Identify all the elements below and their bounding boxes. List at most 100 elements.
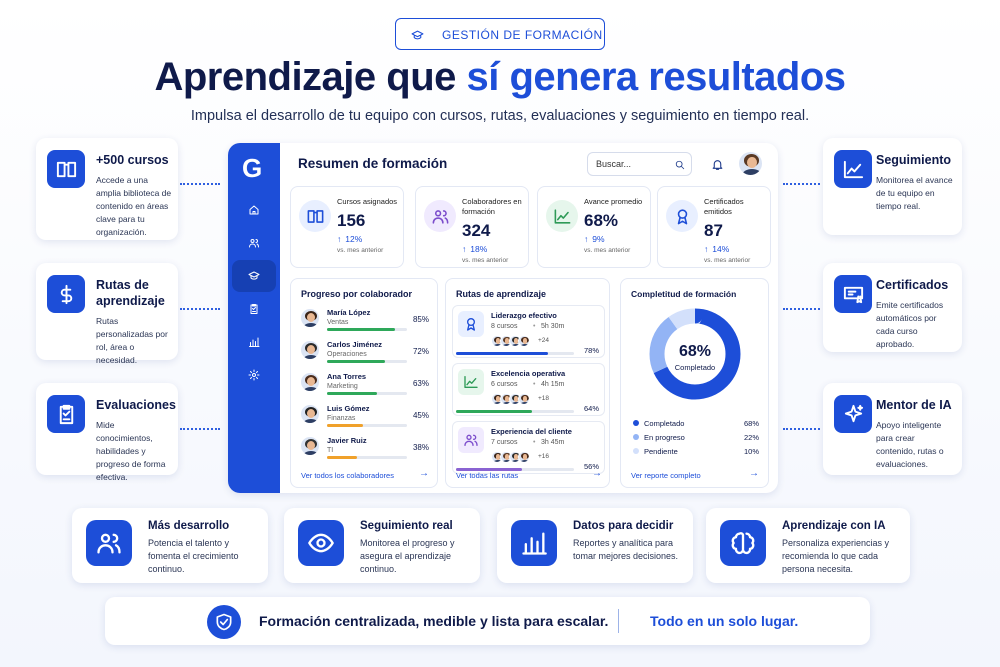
person-percent: 85%: [412, 315, 429, 324]
stat-change-value: 12%: [345, 234, 363, 244]
benefit-card: Aprendizaje con IA Personaliza experienci…: [706, 508, 910, 583]
connector: [783, 183, 820, 185]
icon[interactable]: [244, 233, 264, 253]
title-text: Aprendizaje que: [154, 55, 467, 99]
icon-glyph: [308, 533, 334, 553]
avatar: [300, 372, 320, 392]
avatar: [518, 335, 530, 347]
icon: [299, 200, 331, 232]
completion-panel: Completitud de formación 68% Completado Com…: [620, 278, 769, 488]
stat-text: Certificados emitidos 87 ↑ 14% vs. mes anter…: [704, 197, 770, 264]
avatar-face: [307, 345, 315, 354]
icon: [546, 200, 578, 232]
avatar-face: [495, 338, 501, 344]
icon: [458, 311, 484, 337]
stat-change: ↑ 12%: [337, 234, 403, 244]
icon-glyph: [97, 533, 121, 554]
legend-value: 10%: [743, 447, 759, 456]
path-card: Liderazgo efectivo 8 cursos • 5h 30m +24 78%: [452, 305, 605, 358]
avatar-face: [522, 338, 528, 344]
feature-title: Rutas de aprendizaje: [96, 278, 165, 308]
badge-text: GESTIÓN DE FORMACIÓN: [442, 28, 603, 42]
title: Aprendizaje que sí genera resultados: [0, 55, 1000, 100]
panel-link[interactable]: Ver todos los colaboradores: [301, 471, 394, 480]
benefit-desc: Personaliza experiencias y recomienda lo…: [782, 538, 890, 574]
icon-glyph: [844, 404, 863, 422]
icon[interactable]: [706, 153, 728, 175]
avatar: [300, 436, 320, 456]
panel-title: Rutas de aprendizaje: [456, 289, 547, 299]
connector: [180, 428, 220, 430]
progress-track: [456, 468, 574, 471]
person-name: Carlos Jiménez: [327, 340, 383, 349]
icon: [458, 427, 484, 453]
arrow-up: ↑: [584, 234, 589, 244]
feature-title: Mentor de IA: [876, 398, 952, 412]
benefit-card: Datos para decidir Reportes y analítica p…: [497, 508, 693, 583]
icon[interactable]: [244, 332, 264, 352]
avatar-face: [746, 157, 757, 169]
stat-change-value: 9%: [592, 234, 605, 244]
path-duration: 5h 30m: [541, 323, 565, 330]
link-arrow: →: [592, 468, 602, 479]
stat-change: ↑ 9%: [584, 234, 650, 244]
icon[interactable]: [244, 365, 264, 385]
icon: [720, 520, 766, 566]
subtitle: Impulsa el desarrollo de tu equipo con c…: [0, 108, 1000, 124]
icon[interactable]: [244, 200, 264, 220]
footer-divider: [618, 609, 619, 633]
icon-glyph: [248, 271, 260, 280]
feature-text: +500 cursos Accede a una amplia bibliotec…: [96, 152, 172, 239]
legend-dot: [633, 448, 639, 454]
stat-note: vs. mes anterior: [584, 247, 631, 254]
stat-change-value: 14%: [712, 244, 730, 254]
subtitle-text: Impulsa el desarrollo de tu equipo con c…: [190, 108, 810, 124]
avatar-body: [303, 450, 319, 455]
stat-card: Cursos asignados 156 ↑ 12% vs. mes anterior: [290, 186, 404, 268]
icon-glyph: [250, 304, 258, 314]
icon: [298, 520, 344, 566]
stat-change: ↑ 14%: [704, 244, 770, 254]
benefit-card: Más desarrollo Potencia el talento y fome…: [72, 508, 268, 583]
icon[interactable]: [244, 299, 264, 319]
path-courses: 6 cursos: [491, 381, 518, 388]
avatar-face: [513, 338, 519, 344]
icon-glyph: [59, 404, 73, 424]
feature-text: Certificados Emite certificados automátic…: [876, 277, 956, 351]
feature-desc: Mide conocimientos, habilidades y progre…: [96, 420, 166, 482]
avatar-face: [495, 454, 501, 460]
feature-desc: Rutas personalizadas por rol, área o nec…: [96, 316, 168, 365]
progress-fill: [327, 424, 363, 427]
search-box[interactable]: Buscar...: [587, 152, 692, 176]
connector: [783, 428, 820, 430]
panel-link[interactable]: Ver reporte completo: [631, 471, 701, 480]
icon: [47, 150, 85, 188]
progress-fill: [456, 468, 523, 471]
progress-track: [327, 424, 407, 427]
footer-text: Formación centralizada, medible y lista …: [259, 613, 609, 629]
panel-link[interactable]: Ver todas las rutas: [456, 471, 519, 480]
path-courses: 8 cursos: [491, 323, 518, 330]
stat-text: Avance promedio 68% ↑ 9% vs. mes anterior: [584, 197, 650, 254]
panel-title: Progreso por colaborador: [301, 289, 413, 299]
avatar-body: [511, 460, 520, 462]
feature-title: Evaluaciones: [96, 398, 176, 412]
progress-track: [327, 360, 407, 363]
avatar-body: [511, 344, 520, 346]
avatar: [738, 151, 763, 176]
progress-track: [327, 456, 407, 459]
avatar-body: [511, 402, 520, 404]
link-arrow: →: [419, 468, 429, 479]
icon[interactable]: [244, 266, 264, 286]
legend-name: Completado: [644, 419, 685, 428]
arrow-up: ↑: [704, 244, 709, 254]
icon: [666, 200, 698, 232]
icon-glyph: [464, 376, 478, 388]
arrow-up: ↑: [337, 234, 342, 244]
title-highlight: sí genera resultados: [466, 55, 847, 99]
person-role: Marketing: [327, 383, 358, 390]
path-courses: 7 cursos: [491, 439, 518, 446]
stat-label: Avance promedio: [584, 197, 643, 206]
stat-value: 324: [462, 221, 491, 240]
